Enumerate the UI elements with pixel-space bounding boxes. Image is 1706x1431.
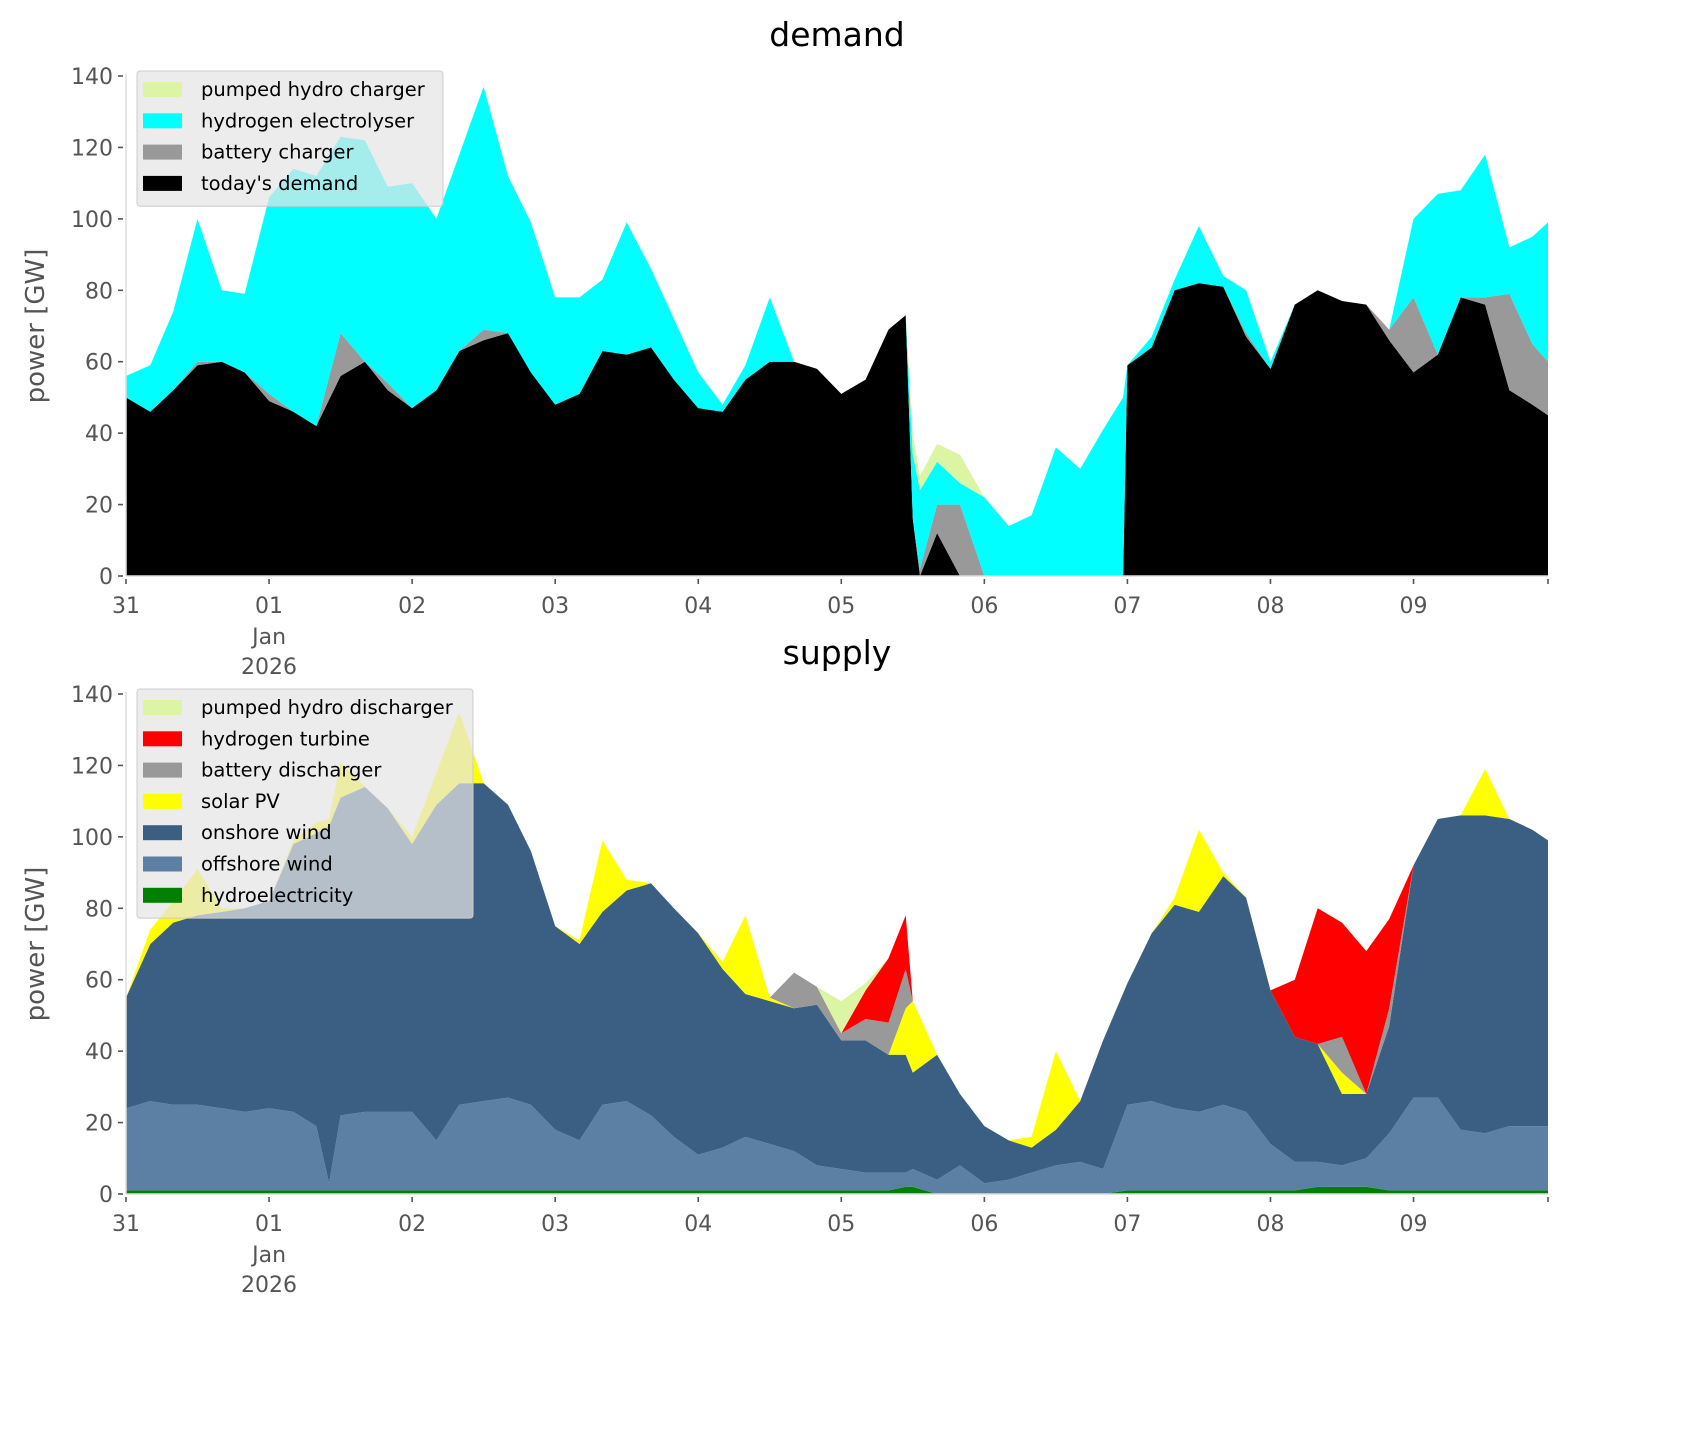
area-hydroelectricity [126,1186,1548,1194]
x-tick-label: 02 [398,1212,426,1237]
y-tick-label: 0 [99,565,113,590]
legend-label: battery discharger [201,759,382,782]
x-tick-label: 01 [255,594,283,619]
y-tick-label: 120 [71,136,113,161]
y-tick-label: 0 [99,1183,113,1208]
legend-label: battery charger [201,141,354,164]
axes: 0 20 40 60 80 100 120 140 31 01 Jan 2026 02 03 04 05 06 0… [71,683,1549,1298]
x-tick-label: 05 [827,1212,855,1237]
supply-chart: supply 0 20 40 60 80 100 120 140 31 01 Jan 2026 02 03… [21,633,1549,1298]
legend-box [136,688,474,919]
y-tick-label: 80 [85,279,113,304]
y-tick-label: 20 [85,494,113,519]
x-tick-label: 31 [112,594,140,619]
legend-swatch [143,731,182,747]
legend-label: offshore wind [201,853,333,876]
legend-label: pumped hydro charger [201,78,426,101]
y-tick-label: 40 [85,1040,113,1065]
y-tick-label: 100 [71,208,113,233]
y-axis-label: power [GW] [21,249,51,404]
area-onshore-wind [126,783,1548,1184]
legend-swatch [143,793,182,809]
legend: pumped hydro discharger hydrogen turbine b… [136,688,474,919]
x-tick-label: 31 [112,1212,140,1237]
legend-swatch [143,762,182,778]
x-tick-label: 04 [684,1212,712,1237]
legend-label: hydrogen turbine [201,727,370,750]
x-tick-month-label: Jan [250,1243,286,1268]
x-tick-label: 03 [541,594,569,619]
area-today-s-demand [126,283,1548,576]
x-tick-year-label: 2026 [241,1273,297,1298]
legend-swatch [143,856,182,872]
x-tick-label: 04 [684,594,712,619]
x-tick-label: 07 [1113,594,1141,619]
x-tick-label: 02 [398,594,426,619]
area-layers [126,86,1548,576]
legend: pumped hydro charger hydrogen electrolyse… [136,70,444,207]
legend-swatch [143,825,182,841]
x-tick-label: 06 [970,594,998,619]
y-tick-label: 100 [71,826,113,851]
legend-box [136,70,444,207]
x-tick-year-label: 2026 [241,655,297,680]
x-tick-label: 09 [1400,1212,1428,1237]
legend-label: solar PV [201,790,280,813]
axes: 0 20 40 60 80 100 120 140 31 01 Jan 2026 02 03 04 05 06 0… [71,65,1549,680]
y-tick-label: 40 [85,422,113,447]
y-tick-label: 80 [85,897,113,922]
area-hydrogen-electrolyser [126,86,1548,576]
y-tick-label: 60 [85,969,113,994]
x-tick-label: 06 [970,1212,998,1237]
legend-swatch [143,887,182,903]
demand-chart: demand 0 20 40 60 80 100 120 140 31 01 Jan 2026 02 03… [21,15,1549,680]
legend-label: pumped hydro discharger [201,696,454,719]
x-tick-label: 03 [541,1212,569,1237]
legend-swatch [143,113,182,129]
chart-title: demand [769,15,904,54]
area-battery-charger [126,283,1548,576]
legend-swatch [143,82,182,97]
x-tick-month-label: Jan [250,625,286,650]
area-layers [126,711,1548,1194]
chart-title: supply [783,633,892,672]
area-offshore-wind [126,1097,1548,1194]
x-tick-label: 08 [1256,594,1284,619]
legend-swatch [143,144,182,160]
y-tick-label: 140 [71,683,113,708]
x-tick-label: 01 [255,1212,283,1237]
x-tick-label: 07 [1113,1212,1141,1237]
y-tick-label: 60 [85,351,113,376]
x-tick-label: 09 [1400,594,1428,619]
legend-label: today's demand [201,172,358,195]
legend-label: hydrogen electrolyser [201,109,415,132]
legend-label: hydroelectricity [201,884,353,907]
y-tick-label: 20 [85,1112,113,1137]
legend-swatch [143,700,182,715]
y-tick-label: 120 [71,754,113,779]
legend-swatch [143,175,182,191]
legend-label: onshore wind [201,821,332,844]
y-axis-label: power [GW] [21,867,51,1022]
x-tick-label: 08 [1256,1212,1284,1237]
x-tick-label: 05 [827,594,855,619]
y-tick-label: 140 [71,65,113,90]
